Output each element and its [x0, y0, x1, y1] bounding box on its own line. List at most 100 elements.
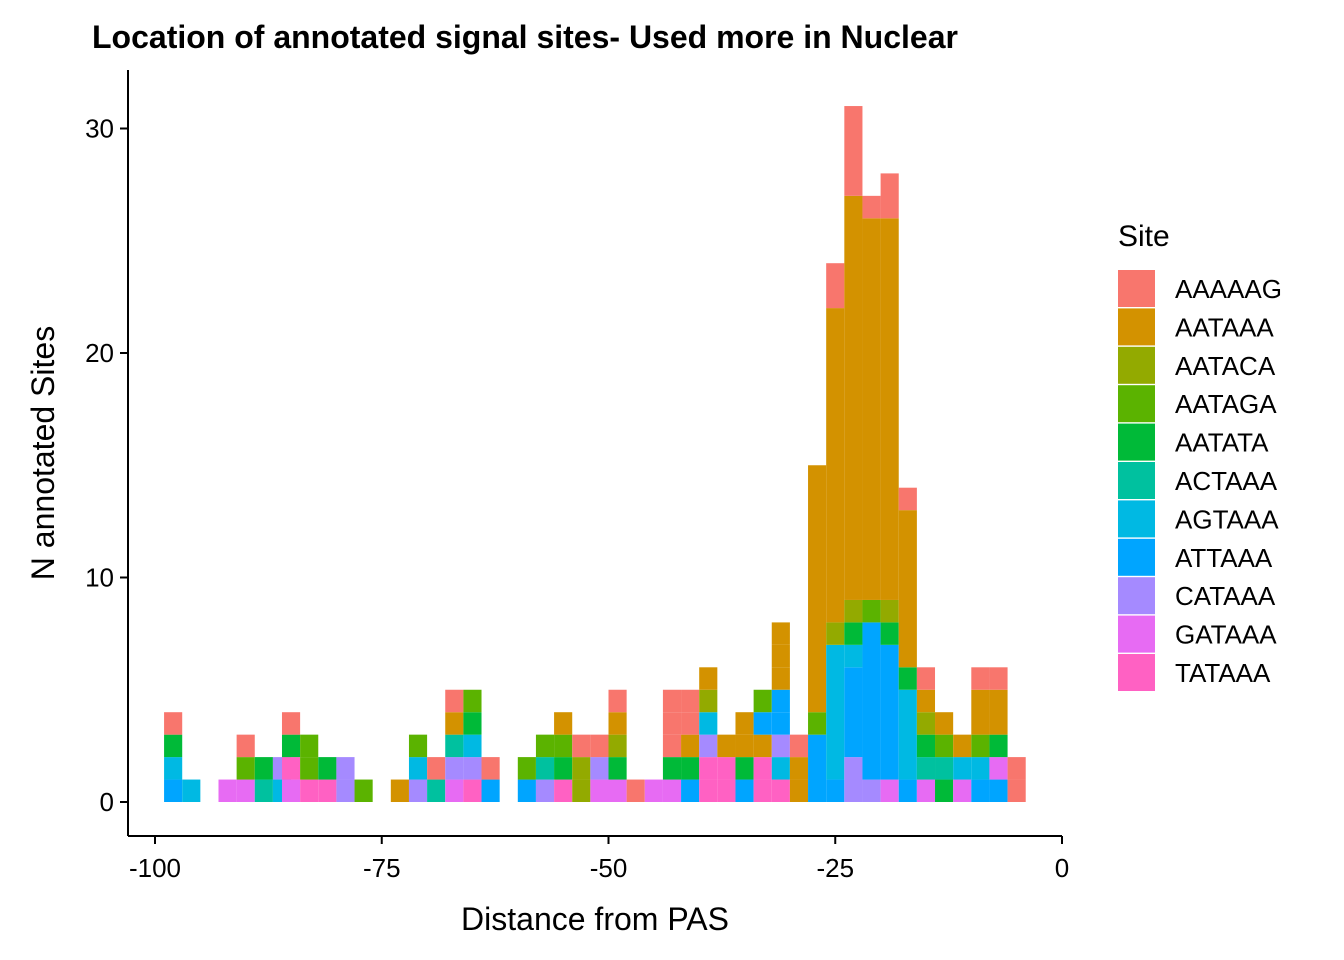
bar-segment-agtaaa	[971, 757, 990, 780]
legend-label: CATAAA	[1175, 581, 1276, 611]
bar-segment-aaaaag	[681, 712, 700, 735]
histogram-bar	[182, 779, 201, 802]
histogram-bar	[463, 689, 482, 802]
bar-segment-attaaa	[826, 779, 845, 802]
bar-segment-aataaa	[771, 622, 790, 645]
bar-segment-aatata	[463, 712, 482, 735]
bar-segment-agtaaa	[898, 689, 917, 780]
histogram-bar	[445, 689, 464, 802]
bar-segment-aatata	[916, 734, 936, 758]
x-tick-label: -100	[129, 853, 181, 883]
bar-segment-aaaaag	[862, 195, 881, 219]
histogram-bar	[300, 734, 319, 802]
bar-segment-agtaaa	[463, 734, 482, 758]
legend-swatch	[1118, 423, 1155, 461]
bar-segment-agtaaa	[182, 779, 201, 802]
histogram-bar	[535, 734, 555, 802]
bar-segment-cataaa	[862, 779, 881, 802]
bar-segment-aataaa	[971, 689, 990, 735]
bar-segment-aaaaag	[898, 487, 917, 511]
bar-segment-aaaaag	[916, 667, 936, 690]
bar-segment-attaaa	[771, 689, 790, 713]
legend-label: AAAAAG	[1175, 274, 1282, 304]
bar-segment-aataaa	[735, 712, 754, 735]
bar-segment-attaaa	[989, 779, 1008, 802]
bar-segment-aataga	[971, 734, 990, 758]
bar-segment-aatata	[554, 757, 573, 780]
bar-segment-gataaa	[236, 779, 255, 802]
bar-segment-gataaa	[662, 779, 682, 802]
bar-segment-actaaa	[427, 779, 446, 802]
bar-segment-aataaa	[898, 510, 917, 668]
bar-segment-aataga	[463, 689, 482, 713]
y-tick-label: 10	[85, 563, 114, 593]
histogram-bar	[953, 734, 972, 802]
bar-segment-aaaaag	[481, 757, 500, 780]
bar-segment-aaaaag	[826, 263, 845, 309]
bar-segment-tataaa	[753, 779, 772, 802]
bar-segment-tataaa	[463, 779, 482, 802]
bar-segment-aataga	[862, 599, 881, 623]
bar-segment-attaaa	[971, 779, 990, 802]
histogram-bar	[844, 106, 863, 802]
histogram-bar	[808, 465, 827, 802]
bar-segment-aaaaag	[662, 689, 682, 713]
histogram-bar	[735, 712, 754, 802]
bar-segment-aatata	[898, 667, 917, 690]
bar-segment-aataaa	[844, 195, 863, 600]
bar-segment-aataaa	[554, 712, 573, 735]
bar-segment-agtaaa	[771, 757, 790, 780]
histogram-bar	[254, 757, 273, 802]
bar-segment-aataga	[554, 734, 573, 758]
bar-segment-attaaa	[517, 779, 536, 802]
legend-swatch	[1118, 385, 1155, 423]
bar-segment-aataaa	[699, 667, 718, 690]
bar-segment-aaaaag	[626, 779, 645, 802]
histogram-bar	[318, 757, 337, 802]
bar-segment-aaaaag	[445, 689, 464, 713]
bar-segment-gataaa	[608, 779, 627, 802]
histogram-bar	[789, 734, 809, 802]
bar-segment-aaaaag	[164, 712, 183, 735]
bar-segment-aataga	[517, 757, 536, 780]
y-ticks: 0 10 20 30	[85, 114, 128, 817]
x-tick-label: 0	[1055, 853, 1069, 883]
histogram-bar	[717, 734, 736, 802]
bar-segment-cataaa	[445, 757, 464, 780]
bar-segment-aatata	[281, 734, 301, 758]
bar-segment-aaaaag	[1007, 757, 1026, 780]
bar-segment-attaaa	[898, 779, 917, 802]
histogram-bar	[916, 667, 936, 802]
histogram-bar	[862, 195, 881, 802]
bar-segment-aataaa	[935, 712, 954, 735]
histogram-bar	[281, 712, 301, 802]
bar-segment-aaaaag	[681, 689, 700, 713]
legend-title: Site	[1118, 220, 1170, 253]
bar-segment-actaaa	[916, 757, 936, 780]
bar-segment-agtaaa	[164, 757, 183, 780]
y-tick-label: 20	[85, 338, 114, 368]
bar-segment-aaaaag	[427, 757, 446, 780]
bar-segment-aataaa	[862, 218, 881, 600]
histogram-bar	[608, 689, 627, 802]
bar-segment-tataaa	[717, 757, 736, 780]
bar-segment-aatata	[880, 622, 899, 645]
histogram-bar	[771, 622, 790, 802]
bar-segment-aatata	[681, 757, 700, 780]
histogram-bar	[427, 757, 446, 802]
legend-swatch	[1118, 577, 1155, 615]
bar-segment-cataaa	[844, 757, 863, 802]
bar-segment-attaaa	[753, 712, 772, 735]
bar-segment-gataaa	[644, 779, 663, 802]
bar-segment-aataga	[535, 734, 555, 758]
histogram-bar	[935, 712, 954, 802]
bars-layer	[164, 106, 1026, 802]
bar-segment-aaaaag	[281, 712, 301, 735]
bar-segment-gataaa	[445, 779, 464, 802]
bar-segment-aataga	[808, 712, 827, 735]
legend-label: AGTAAA	[1175, 504, 1279, 534]
bar-segment-aataga	[935, 734, 954, 758]
bar-segment-tataaa	[753, 757, 772, 780]
bar-segment-aataca	[844, 599, 863, 623]
